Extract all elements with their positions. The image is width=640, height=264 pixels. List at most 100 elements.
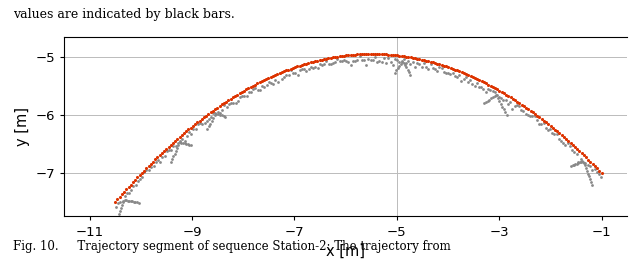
Point — [374, 59, 385, 64]
Point — [567, 148, 577, 153]
Point — [146, 162, 156, 166]
Point — [116, 206, 126, 210]
Point — [492, 92, 502, 97]
Point — [218, 114, 228, 118]
Point — [168, 143, 179, 148]
Point — [122, 199, 132, 203]
Point — [207, 119, 217, 123]
Point — [525, 114, 535, 118]
Point — [365, 58, 376, 63]
Point — [381, 52, 391, 56]
Point — [150, 157, 160, 162]
Point — [208, 111, 218, 115]
Point — [579, 153, 589, 157]
Point — [423, 67, 433, 72]
Point — [228, 101, 239, 106]
Point — [173, 140, 183, 145]
Point — [388, 63, 398, 67]
Point — [129, 200, 139, 204]
Point — [523, 113, 533, 117]
Point — [569, 150, 579, 154]
Point — [493, 96, 503, 100]
Point — [279, 69, 289, 73]
Point — [335, 59, 345, 63]
Point — [170, 139, 180, 143]
Point — [405, 72, 415, 77]
Point — [512, 100, 522, 104]
Point — [501, 93, 511, 97]
Point — [376, 52, 387, 56]
Point — [518, 109, 529, 113]
Point — [506, 95, 516, 100]
Point — [134, 200, 144, 205]
Point — [370, 55, 380, 59]
Point — [527, 110, 538, 115]
Point — [246, 90, 256, 94]
Point — [530, 114, 540, 119]
Point — [590, 164, 600, 168]
Point — [175, 135, 185, 139]
Point — [547, 131, 557, 135]
Point — [554, 136, 564, 141]
Point — [134, 173, 145, 177]
Point — [268, 82, 278, 86]
Point — [510, 98, 520, 102]
Point — [124, 191, 134, 196]
Point — [171, 144, 181, 148]
Point — [279, 75, 289, 79]
Point — [408, 56, 418, 60]
Point — [500, 98, 511, 102]
Point — [428, 66, 438, 70]
Point — [339, 58, 349, 62]
Point — [372, 52, 382, 56]
Point — [259, 78, 269, 82]
Point — [388, 53, 398, 57]
Point — [220, 115, 230, 119]
Point — [326, 56, 336, 60]
Point — [450, 68, 460, 72]
Point — [577, 151, 587, 155]
Point — [588, 162, 598, 166]
Point — [156, 160, 166, 164]
Point — [319, 57, 329, 61]
Point — [132, 179, 143, 183]
Point — [152, 155, 163, 159]
Point — [294, 64, 305, 68]
Point — [503, 94, 513, 98]
Point — [250, 86, 260, 90]
Point — [180, 139, 190, 143]
Point — [301, 69, 312, 73]
Point — [248, 87, 258, 91]
Point — [364, 52, 374, 56]
Point — [410, 56, 420, 60]
Point — [459, 71, 469, 75]
Point — [234, 91, 244, 95]
Point — [210, 107, 220, 111]
Point — [193, 122, 203, 126]
Point — [479, 101, 490, 105]
Point — [281, 68, 291, 73]
Point — [303, 67, 314, 71]
Point — [213, 112, 223, 116]
Point — [494, 95, 504, 99]
Point — [125, 199, 136, 203]
Point — [436, 63, 447, 67]
Point — [479, 80, 489, 84]
Point — [417, 58, 427, 62]
Point — [337, 59, 347, 63]
Point — [557, 133, 567, 137]
Point — [410, 65, 420, 69]
Point — [516, 108, 526, 112]
Point — [148, 164, 159, 169]
Point — [257, 79, 267, 83]
Point — [441, 70, 451, 75]
Point — [195, 121, 205, 125]
Point — [332, 54, 342, 59]
Point — [476, 85, 486, 89]
Point — [292, 73, 303, 77]
Point — [399, 54, 409, 58]
Point — [343, 53, 353, 57]
Point — [341, 53, 351, 58]
Point — [586, 160, 596, 164]
Point — [394, 64, 404, 68]
